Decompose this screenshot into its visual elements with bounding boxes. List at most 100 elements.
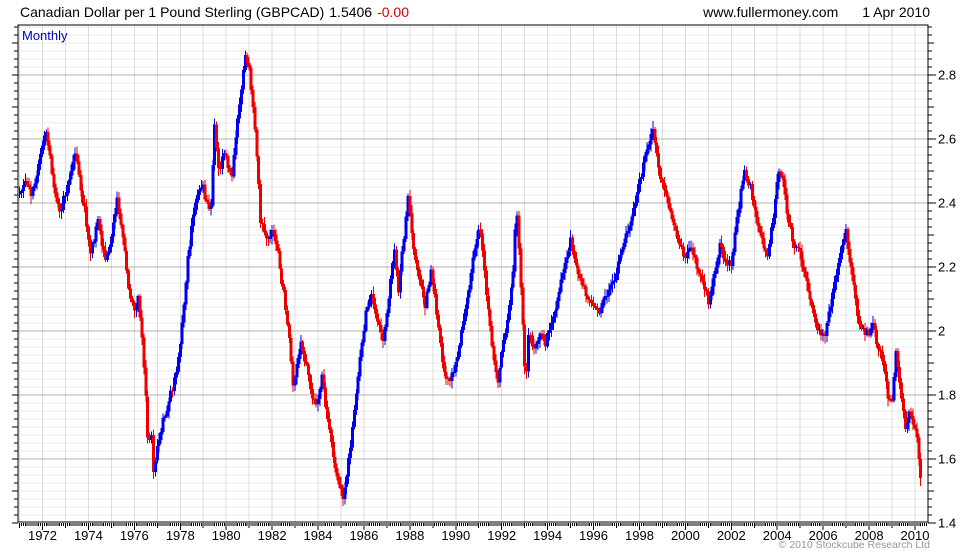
price-bar: [67, 179, 71, 186]
price-bar: [659, 167, 663, 179]
price-bar: [180, 322, 184, 345]
price-bar-wick: [700, 269, 702, 283]
price-bar: [368, 299, 372, 307]
price-bar-wick: [818, 324, 820, 335]
price-bar: [102, 245, 106, 250]
price-bar: [448, 378, 452, 382]
x-axis-label: 1988: [395, 528, 424, 543]
price-bar: [792, 241, 796, 249]
price-bar: [643, 155, 647, 163]
price-bar: [530, 335, 534, 347]
price-bar: [791, 227, 795, 242]
price-bar: [867, 329, 871, 336]
price-bar: [750, 184, 754, 201]
price-bar: [308, 375, 312, 390]
price-bar-wick: [878, 342, 880, 357]
price-bar: [414, 249, 418, 261]
price-bar: [437, 314, 441, 328]
price-bar: [567, 251, 571, 258]
price-bar: [754, 207, 758, 218]
price-bar: [328, 418, 331, 430]
price-bar: [293, 377, 297, 386]
price-bar: [239, 89, 243, 105]
price-bar: [366, 306, 370, 311]
price-bar: [590, 300, 594, 303]
price-bar: [873, 323, 877, 331]
price-bar: [291, 361, 295, 386]
price-bar: [620, 249, 624, 256]
price-bar: [331, 442, 335, 458]
price-bar: [804, 271, 808, 279]
price-bar: [326, 407, 330, 419]
price-bar-wick: [378, 319, 380, 333]
price-bar: [720, 242, 724, 248]
plot-border: [17, 24, 929, 523]
price-bar: [69, 170, 73, 180]
price-bar: [226, 156, 230, 169]
price-bar: [821, 333, 825, 336]
price-bar: [769, 227, 773, 244]
price-bar: [314, 400, 318, 405]
price-bar-wick: [306, 353, 308, 367]
price-bar: [475, 239, 479, 249]
x-axis-label: 1998: [625, 528, 654, 543]
price-bar: [747, 178, 751, 186]
price-bar: [850, 262, 854, 275]
price-bar: [823, 333, 827, 336]
price-change: -0.00: [377, 4, 410, 20]
price-bar: [559, 279, 563, 293]
price-bar: [192, 214, 196, 226]
price-bar: [56, 197, 60, 204]
price-bar: [913, 424, 917, 429]
price-bar: [880, 351, 884, 361]
price-bar: [83, 202, 87, 207]
price-bar: [570, 237, 574, 251]
price-bar-wick: [596, 303, 598, 317]
price-bar: [565, 257, 569, 263]
axis-ticks: [12, 26, 936, 530]
price-bar: [318, 388, 322, 399]
price-bar: [877, 344, 881, 350]
price-bar: [886, 381, 890, 399]
price-bar: [739, 189, 743, 209]
price-bar: [574, 258, 578, 266]
price-bar: [234, 137, 238, 155]
price-bar: [73, 153, 77, 162]
price-bar: [222, 152, 226, 157]
price-bar: [572, 250, 576, 259]
price-bar: [607, 289, 611, 297]
price-bar: [794, 246, 798, 249]
price-bar: [410, 213, 414, 234]
price-bar: [632, 208, 636, 217]
price-bar: [630, 216, 634, 226]
header-right-row: www.fullermoney.com 1 Apr 2010: [703, 4, 930, 20]
price-bar: [689, 247, 693, 249]
price-bar: [488, 309, 492, 326]
price-bar: [796, 246, 800, 248]
price-bar: [578, 274, 582, 279]
price-bar: [27, 184, 31, 188]
price-bar: [651, 129, 655, 134]
price-bar: [806, 278, 810, 291]
price-bar: [636, 191, 640, 203]
price-bar: [444, 372, 448, 379]
price-bar: [882, 361, 886, 372]
price-bar: [261, 223, 265, 225]
price-bar: [209, 205, 213, 209]
price-bar: [854, 284, 858, 299]
price-bar: [184, 282, 188, 305]
price-bar: [563, 262, 567, 274]
price-bar: [875, 330, 879, 345]
x-axis-label: 1994: [533, 528, 562, 543]
price-bar: [251, 90, 255, 107]
price-bar: [77, 161, 81, 175]
price-bar: [274, 234, 278, 244]
price-bar: [894, 351, 898, 377]
price-bar: [687, 248, 691, 253]
price-bar: [54, 187, 58, 198]
website-link[interactable]: www.fullermoney.com: [703, 4, 839, 20]
price-bar: [486, 295, 490, 310]
y-axis-label: 2.2: [938, 260, 956, 275]
price-bar: [733, 232, 737, 252]
